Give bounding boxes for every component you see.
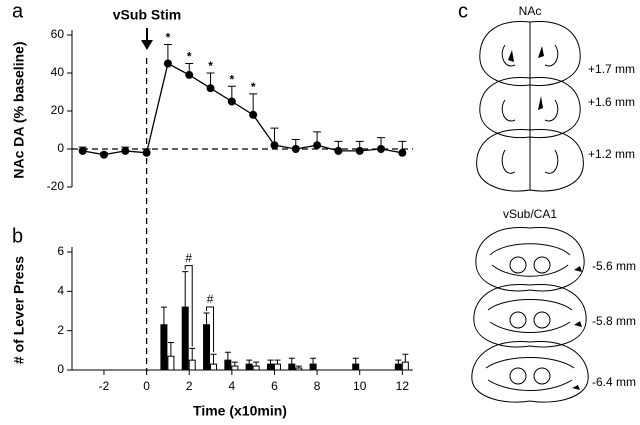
x-tick-label: 6: [271, 379, 278, 393]
point: [334, 146, 343, 155]
error-bar: [167, 341, 174, 357]
error-bar: [395, 359, 402, 365]
brain-sections: [471, 21, 589, 403]
bar: [167, 355, 175, 371]
point: [78, 146, 87, 155]
section-level: +1.2 mm: [588, 147, 635, 161]
error-bar: [203, 312, 210, 325]
arrow-head: [141, 40, 153, 50]
y-axis-title: NAc DA (% baseline): [11, 41, 27, 178]
y-tick-label: 0: [57, 362, 64, 376]
bar: [295, 367, 303, 371]
significance-mark: #: [207, 292, 214, 306]
y-tick-label: -20: [47, 179, 65, 193]
point: [377, 145, 386, 153]
significance-mark: #: [185, 251, 192, 265]
bar: [231, 365, 239, 371]
significance-star: *: [187, 50, 192, 64]
stim-label: vSub Stim: [113, 7, 181, 23]
bar: [401, 361, 409, 371]
point: [270, 141, 279, 150]
line: [82, 62, 403, 156]
section-title: NAc: [519, 4, 542, 18]
section-title: vSub/CA1: [503, 207, 557, 221]
bar: [181, 306, 189, 371]
bar: [273, 363, 281, 371]
error-bar: [267, 359, 274, 365]
x-tick-label: 12: [396, 379, 410, 393]
x-axis-title: Time (x10min): [193, 403, 287, 419]
error-bar: [210, 353, 217, 365]
significance-star: *: [166, 31, 171, 45]
y-tick-label: 2: [57, 323, 64, 337]
significance-star: *: [251, 80, 256, 94]
panel-label: c: [458, 0, 468, 22]
significance-bracket: [184, 265, 193, 347]
error-bar: [310, 357, 317, 365]
bar: [245, 363, 253, 371]
point: [291, 145, 300, 153]
point: [99, 150, 108, 159]
point: [249, 110, 258, 119]
bar: [252, 365, 260, 371]
section-level: -6.4 mm: [592, 375, 636, 389]
point: [398, 148, 407, 157]
y-tick-label: 0: [57, 141, 64, 155]
error-bar: [231, 361, 238, 367]
section-level: -5.8 mm: [592, 314, 636, 328]
bar: [210, 363, 218, 371]
error-bar: [288, 357, 295, 365]
bar: [309, 363, 317, 371]
section-level: -5.6 mm: [592, 259, 636, 273]
error-bar: [295, 365, 302, 369]
significance-bracket: [206, 306, 215, 353]
bar: [224, 359, 232, 371]
error-bar: [402, 353, 409, 363]
x-tick-label: 4: [229, 379, 236, 393]
significance-star: *: [208, 59, 213, 73]
x-tick-label: 0: [143, 379, 150, 393]
bar: [394, 363, 402, 371]
error-bar: [352, 357, 359, 365]
x-tick-label: -2: [99, 379, 110, 393]
y-tick-label: 6: [57, 244, 64, 258]
y-tick-label: 40: [51, 65, 65, 79]
error-bar: [274, 359, 281, 365]
bar: [352, 363, 360, 371]
y-tick-label: 60: [51, 27, 65, 41]
panel-label: a: [12, 0, 24, 22]
section-level: +1.7 mm: [588, 62, 635, 76]
bar: [266, 363, 274, 371]
y-tick-label: 20: [51, 103, 65, 117]
bar: [160, 324, 168, 371]
point: [163, 59, 172, 68]
bar: [203, 324, 211, 371]
error-bar: [182, 271, 189, 308]
error-bar: [189, 347, 196, 361]
x-tick-label: 2: [186, 379, 193, 393]
bar: [288, 363, 296, 371]
error-bar: [253, 361, 260, 367]
y-tick-label: 4: [57, 284, 64, 298]
point: [185, 70, 194, 79]
point: [121, 146, 130, 155]
significance-star: *: [230, 72, 235, 86]
error-bar: [224, 351, 231, 361]
y-axis-title: # of Lever Press: [11, 256, 27, 364]
error-bar: [246, 359, 253, 365]
panel-label: b: [12, 225, 23, 247]
error-bar: [160, 306, 167, 325]
x-tick-label: 8: [314, 379, 321, 393]
bar: [188, 359, 196, 371]
point: [227, 97, 236, 106]
x-tick-label: 10: [353, 379, 367, 393]
section-level: +1.6 mm: [588, 95, 635, 109]
point: [313, 141, 322, 150]
point: [206, 84, 215, 93]
point: [355, 146, 364, 155]
